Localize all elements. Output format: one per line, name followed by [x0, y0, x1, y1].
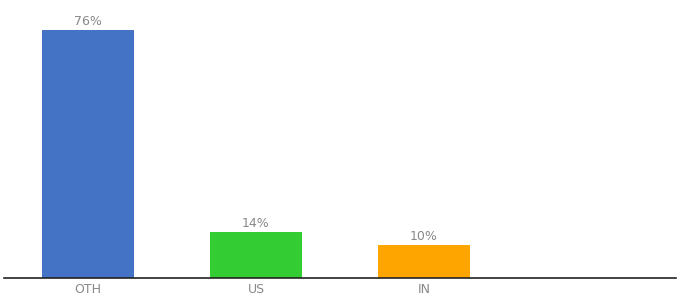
Bar — [42, 30, 135, 278]
Bar — [378, 245, 470, 278]
Bar — [210, 232, 302, 278]
Text: 14%: 14% — [242, 217, 270, 230]
Text: 76%: 76% — [74, 15, 102, 28]
Text: 10%: 10% — [410, 230, 438, 243]
